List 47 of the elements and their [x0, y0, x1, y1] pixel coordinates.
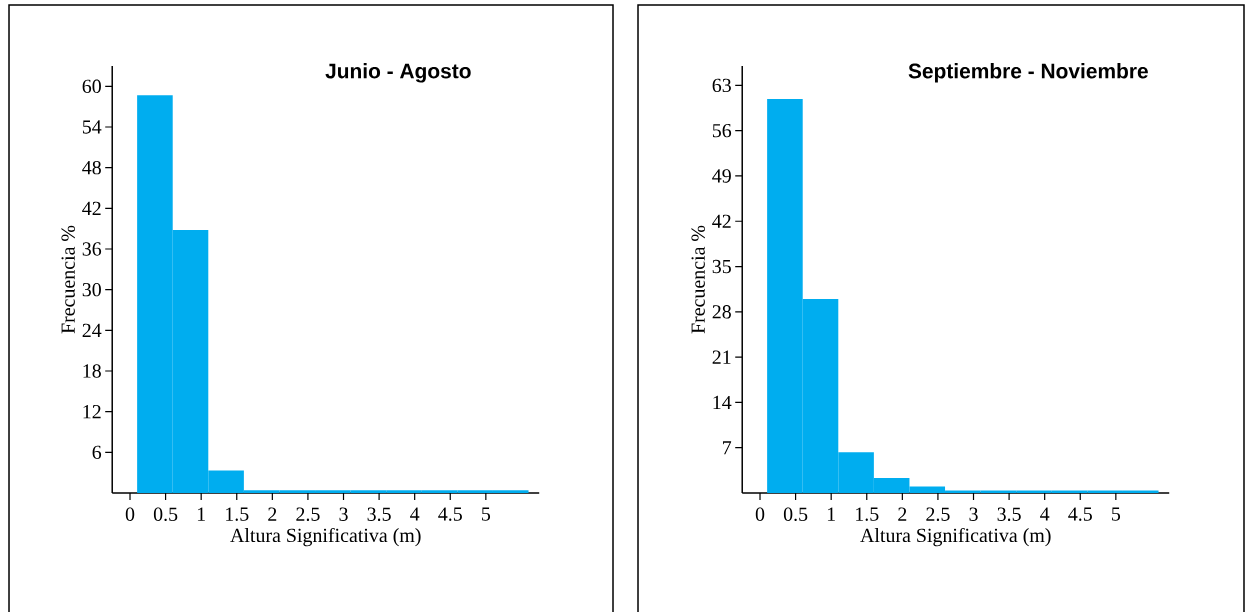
x-tick-label: 1 — [827, 507, 835, 521]
y-tick-label: 6 — [92, 445, 102, 459]
x-tick-label: 4.5 — [1068, 507, 1092, 521]
x-tick-label: 0.5 — [783, 507, 808, 522]
y-tick-label: 21 — [712, 350, 731, 364]
chart-title: Septiembre - Noviembre — [908, 63, 1148, 83]
x-tick-label: 2 — [898, 507, 907, 521]
x-tick-label: 1.5 — [226, 507, 249, 521]
y-tick-label: 18 — [83, 364, 101, 378]
x-tick-label: 1.5 — [856, 507, 879, 521]
y-tick-label: 24 — [82, 323, 102, 337]
x-tick-label: 3 — [339, 507, 348, 521]
y-tick-label: 7 — [723, 441, 732, 455]
x-tick-label: 0 — [125, 507, 135, 521]
x-tick-label: 0.5 — [153, 507, 178, 522]
x-tick-label: 2 — [268, 507, 277, 521]
y-tick-label: 14 — [713, 395, 732, 409]
x-tick-label: 4 — [1040, 507, 1050, 521]
x-tick-label: 4.5 — [438, 507, 462, 521]
x-tick-label: 3.5 — [367, 507, 391, 521]
y-axis-title: Frecuencia % — [61, 225, 75, 334]
y-tick-label: 49 — [712, 169, 731, 183]
y-tick-label: 35 — [712, 259, 731, 274]
y-tick-label: 60 — [82, 79, 101, 94]
x-tick-label: 0 — [755, 507, 765, 521]
x-tick-label: 2.5 — [296, 507, 320, 521]
y-tick-label: 42 — [712, 214, 731, 228]
x-tick-label: 3.5 — [997, 507, 1021, 521]
y-tick-label: 54 — [82, 120, 102, 134]
x-axis-title: Altura Significativa (m) — [230, 527, 421, 547]
y-tick-label: 63 — [712, 78, 731, 93]
x-tick-label: 5 — [482, 507, 491, 521]
y-tick-label: 28 — [712, 305, 731, 319]
x-tick-label: 4 — [410, 507, 420, 521]
x-tick-label: 3 — [969, 507, 978, 521]
chart-title: Junio - Agosto — [325, 63, 471, 83]
y-tick-label: 30 — [82, 282, 101, 297]
x-tick-label: 5 — [1112, 507, 1121, 521]
y-tick-label: 42 — [82, 201, 101, 215]
y-tick-label: 56 — [712, 124, 732, 138]
y-tick-label: 48 — [82, 160, 101, 175]
y-tick-label: 36 — [82, 242, 102, 256]
x-tick-label: 1 — [197, 507, 205, 521]
x-tick-label: 2.5 — [926, 507, 950, 521]
x-axis-title: Altura Significativa (m) — [860, 527, 1051, 547]
y-tick-label: 12 — [83, 405, 101, 419]
y-axis-title: Frecuencia % — [691, 225, 705, 334]
